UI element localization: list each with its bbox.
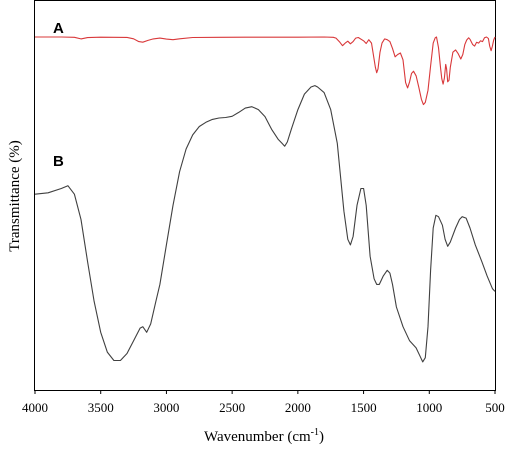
x-axis-title-tail: ) xyxy=(319,429,324,445)
y-axis-title: Transmittance (%) xyxy=(7,140,23,252)
x-axis-title-sup: -1 xyxy=(311,427,319,438)
x-tick-label-1500: 1500 xyxy=(351,400,377,415)
x-axis-ticks xyxy=(34,390,496,394)
x-tick-label-3000: 3000 xyxy=(153,400,179,415)
series-layer xyxy=(34,36,496,363)
plot-frame xyxy=(34,0,496,391)
series-label-b: B xyxy=(53,153,64,170)
x-tick-label-4000: 4000 xyxy=(22,400,48,415)
x-axis-tick-labels: 4000 3500 3000 2500 2000 1500 1000 500 xyxy=(22,400,505,415)
series-label-a: A xyxy=(53,20,64,37)
x-tick-label-2000: 2000 xyxy=(285,400,311,415)
x-axis-title: Wavenumber (cm-1) xyxy=(204,427,324,445)
x-tick-label-3500: 3500 xyxy=(88,400,114,415)
x-tick-label-500: 500 xyxy=(485,400,505,415)
x-axis-title-main: Wavenumber (cm xyxy=(204,429,311,445)
series-line-a xyxy=(35,36,496,106)
series-line-b xyxy=(34,85,496,363)
x-tick-label-1000: 1000 xyxy=(416,400,442,415)
x-tick-label-2500: 2500 xyxy=(219,400,245,415)
